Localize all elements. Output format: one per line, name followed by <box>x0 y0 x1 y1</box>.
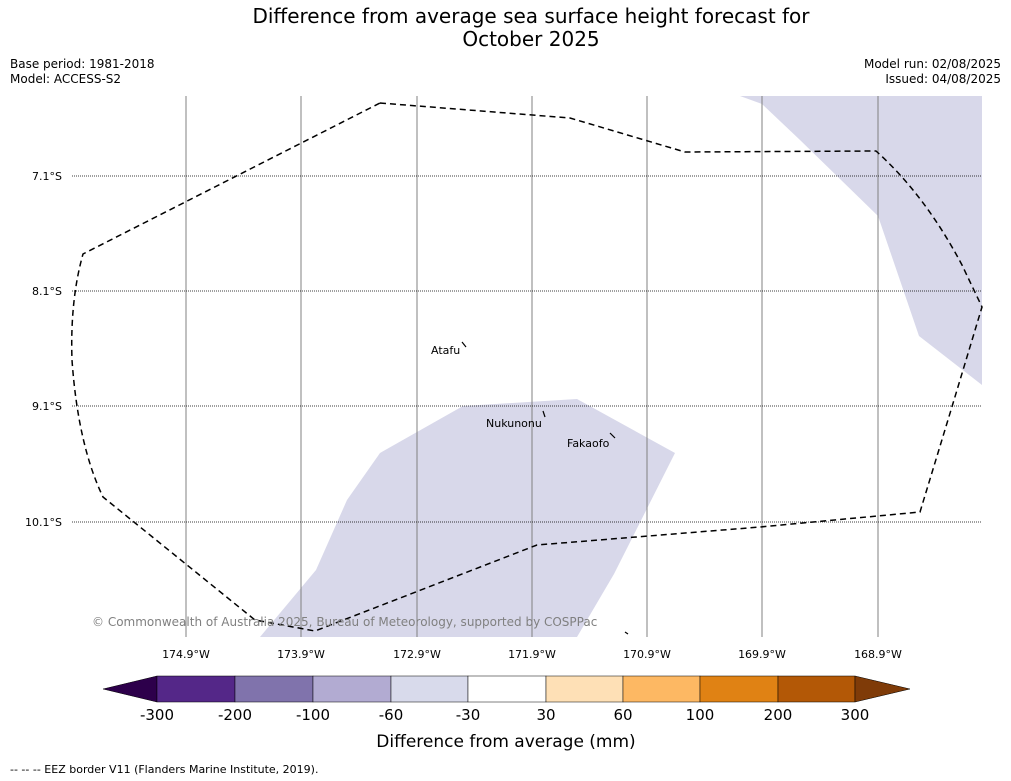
lon-label-1749w: 174.9°W <box>162 648 210 661</box>
colorbar-tick-label: -30 <box>456 706 481 724</box>
parallels <box>72 175 982 523</box>
lat-label-81s: 8.1°S <box>32 285 62 298</box>
lon-label-1709w: 170.9°W <box>623 648 671 661</box>
anomaly-layer <box>260 96 982 637</box>
eez-border <box>71 102 983 632</box>
meta-right: Model run: 02/08/2025 Issued: 04/08/2025 <box>864 57 1001 87</box>
lon-label-1699w: 169.9°W <box>738 648 786 661</box>
colorbar-bin-3 <box>312 675 392 703</box>
place-label-nukunonu: Nukunonu <box>486 417 542 430</box>
meta-left: Base period: 1981-2018 Model: ACCESS-S2 <box>10 57 155 87</box>
colorbar-tick-label: -60 <box>379 706 404 724</box>
colorbar-bin-5 <box>467 675 547 703</box>
lon-label-1739w: 173.9°W <box>277 648 325 661</box>
colorbar <box>102 675 911 703</box>
colorbar-tick-label: -100 <box>296 706 330 724</box>
lon-label-1729w: 172.9°W <box>393 648 441 661</box>
colorbar-tick-label: 100 <box>686 706 715 724</box>
colorbar-tick-label: 300 <box>841 706 870 724</box>
colorbar-tick-label: 30 <box>536 706 555 724</box>
nukunonu-island-shape <box>542 410 546 418</box>
eez-legend-note: -- -- -- EEZ border V11 (Flanders Marine… <box>10 763 319 776</box>
place-label-atafu: Atafu <box>431 344 460 357</box>
fakaofo-island-shape <box>609 432 616 439</box>
colorbar-bin-9 <box>777 675 856 703</box>
colorbar-bin-8 <box>699 675 779 703</box>
lat-label-101s: 10.1°S <box>25 516 62 529</box>
colorbar-tick-label: -200 <box>218 706 252 724</box>
colorbar-tick-label: 60 <box>613 706 632 724</box>
chart-title: Difference from average sea surface heig… <box>0 5 1011 51</box>
colorbar-tick-label: 200 <box>764 706 793 724</box>
lon-label-1719w: 171.9°W <box>508 648 556 661</box>
colorbar-bin-7 <box>622 675 701 703</box>
atafu-island-shape <box>461 341 467 348</box>
lat-label-91s: 9.1°S <box>32 400 62 413</box>
small-islet-shape <box>624 631 629 635</box>
colorbar-bin-2 <box>234 675 314 703</box>
lon-label-1689w: 168.9°W <box>854 648 902 661</box>
copyright-notice: © Commonwealth of Australia 2025, Bureau… <box>92 615 597 629</box>
islands <box>461 341 629 635</box>
model-label: Model: ACCESS-S2 <box>10 72 122 86</box>
colorbar-extend-high <box>854 675 911 703</box>
title-line-1: Difference from average sea surface heig… <box>252 4 810 28</box>
anomaly-region-northeast <box>740 96 982 385</box>
meridians <box>185 96 879 637</box>
place-label-fakaofo: Fakaofo <box>567 437 610 450</box>
colorbar-bin-6 <box>545 675 624 703</box>
issued-label: Issued: 04/08/2025 <box>885 72 1001 86</box>
colorbar-bin-1 <box>156 675 236 703</box>
title-line-2: October 2025 <box>462 27 600 51</box>
colorbar-tick-label: -300 <box>140 706 174 724</box>
base-period-label: Base period: 1981-2018 <box>10 57 155 71</box>
anomaly-region-south <box>260 399 675 637</box>
model-run-label: Model run: 02/08/2025 <box>863 57 1001 71</box>
colorbar-bin-4 <box>390 675 469 703</box>
lat-label-71s: 7.1°S <box>32 170 62 183</box>
colorbar-extend-low <box>102 675 158 703</box>
colorbar-label: Difference from average (mm) <box>376 732 635 752</box>
